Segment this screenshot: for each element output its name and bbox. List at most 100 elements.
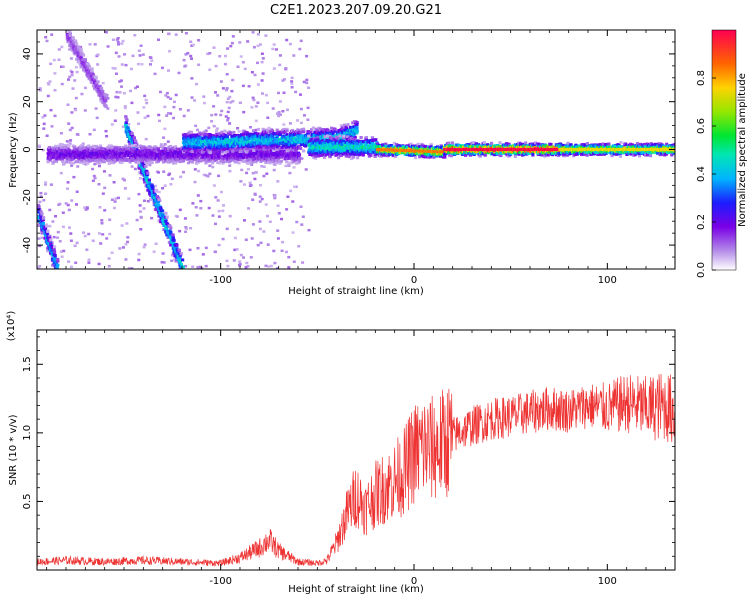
spectrogram-cell: [48, 245, 52, 249]
spectrogram-cell: [120, 42, 124, 45]
spectrogram-cell: [286, 148, 290, 152]
spectrogram-cell: [223, 136, 227, 140]
spectrogram-cell: [292, 166, 296, 169]
spectrogram-cell: [59, 143, 63, 146]
spectrogram-cell: [307, 228, 311, 232]
spectrogram-cell: [77, 159, 81, 163]
spectrogram-cell: [243, 67, 247, 71]
spectrogram-cell: [258, 220, 262, 223]
spectrogram-cell: [239, 149, 243, 153]
spectrogram-cell: [276, 204, 280, 207]
spectrogram-cell: [159, 145, 163, 149]
spectrogram-cell: [44, 183, 47, 186]
spectrogram-cell: [51, 148, 55, 152]
spectrogram-cell: [337, 152, 341, 156]
spectrogram-cell: [214, 64, 218, 68]
spectrogram-cell: [129, 151, 133, 155]
spectrogram-cell: [66, 30, 70, 32]
spectrogram-cell: [289, 189, 293, 193]
spectrogram-cell: [127, 197, 131, 200]
spectrogram-cell: [330, 126, 334, 130]
spectrogram-cell: [117, 196, 120, 200]
spectrogram-cell: [339, 136, 343, 140]
spectrogram-cell: [138, 204, 142, 207]
spectrogram-cell: [264, 203, 268, 206]
spectrogram-cell: [190, 156, 194, 160]
spectrogram-cell: [134, 145, 139, 149]
spectrogram-cell: [82, 154, 86, 158]
spectrogram-cell: [61, 155, 65, 159]
spectrogram-cell: [353, 135, 357, 139]
spectrogram-cell: [162, 144, 166, 148]
spectrogram-cell: [229, 131, 233, 135]
spectrogram-cell: [61, 225, 65, 229]
spectrogram-cell: [74, 261, 78, 264]
spectrogram-cell: [273, 194, 277, 197]
spectrogram-cell: [149, 194, 153, 198]
spectrogram-cell: [283, 78, 286, 81]
spectrogram-cell: [97, 159, 101, 163]
spectrogram-cell: [142, 173, 146, 177]
spectrogram-cell: [58, 157, 62, 161]
spectrogram-cell: [110, 147, 115, 151]
spectrogram-cell: [221, 237, 225, 241]
spectrogram-cell: [151, 185, 155, 189]
spectrogram-cell: [108, 232, 112, 236]
spectrogram-cell: [182, 270, 185, 273]
spectrogram-cell: [352, 125, 356, 129]
spectrogram-cell: [67, 260, 71, 263]
spectrogram-cell: [77, 60, 81, 64]
spectrogram-cell: [348, 155, 352, 159]
spectrogram-cell: [46, 249, 50, 253]
spectrogram-cell: [266, 128, 270, 132]
spectrogram-cell: [91, 73, 95, 76]
spectrogram-cell: [310, 137, 314, 141]
spectrogram-cell: [123, 53, 126, 56]
spectrogram-cell: [60, 146, 64, 150]
spectrogram-cell: [179, 270, 182, 273]
spectrogram-cell: [225, 227, 229, 231]
spectrogram-cell: [263, 146, 267, 149]
spectrogram-cell: [218, 140, 222, 144]
spectrogram-cell: [65, 160, 69, 164]
spectrogram-cell: [279, 159, 283, 163]
spectrogram-cell: [196, 194, 200, 197]
spectrogram-cell: [144, 165, 148, 168]
spectrogram-cell: [305, 78, 309, 82]
spectrogram-cell: [184, 230, 188, 233]
spectrogram-cell: [70, 126, 74, 130]
spectrogram-cell: [87, 261, 91, 264]
spectrogram-cell: [279, 155, 283, 159]
spectrogram-cell: [262, 174, 266, 178]
spectrogram-cell: [208, 68, 212, 71]
spectrogram-cell: [235, 248, 239, 251]
spectrogram-cell: [295, 220, 299, 224]
spectrogram-cell: [196, 266, 200, 269]
spectrogram-cell: [229, 44, 233, 48]
spectrogram-cell: [290, 80, 294, 83]
spectrogram-cell: [278, 54, 282, 57]
spectrogram-cell: [149, 192, 153, 196]
spectrogram-cell: [214, 113, 218, 116]
spectrogram-cell: [226, 97, 230, 100]
spectrogram-cell: [204, 135, 208, 139]
spectrogram-cell: [271, 144, 275, 148]
spectrogram-cell: [326, 128, 330, 132]
spectrogram-cell: [98, 164, 101, 168]
spectrogram-cell: [183, 149, 187, 152]
spectrogram-cell: [245, 171, 249, 175]
spectrogram-cell: [142, 245, 146, 249]
spectrogram-cell: [68, 226, 71, 229]
spectrogram-cell: [107, 147, 111, 150]
spectrogram-cell: [148, 163, 152, 167]
spectrogram-cell: [208, 142, 212, 146]
spectrogram-cell: [60, 144, 64, 148]
spectrogram-cell: [326, 152, 330, 156]
spectrogram-cell: [198, 265, 202, 269]
spectrogram-cell: [346, 149, 350, 153]
spectrogram-cell: [325, 134, 329, 138]
spectrogram-cell: [191, 202, 195, 205]
spectrogram-cell: [175, 215, 179, 218]
spectrogram-cell: [67, 208, 71, 212]
spectrogram-cell: [163, 184, 167, 187]
